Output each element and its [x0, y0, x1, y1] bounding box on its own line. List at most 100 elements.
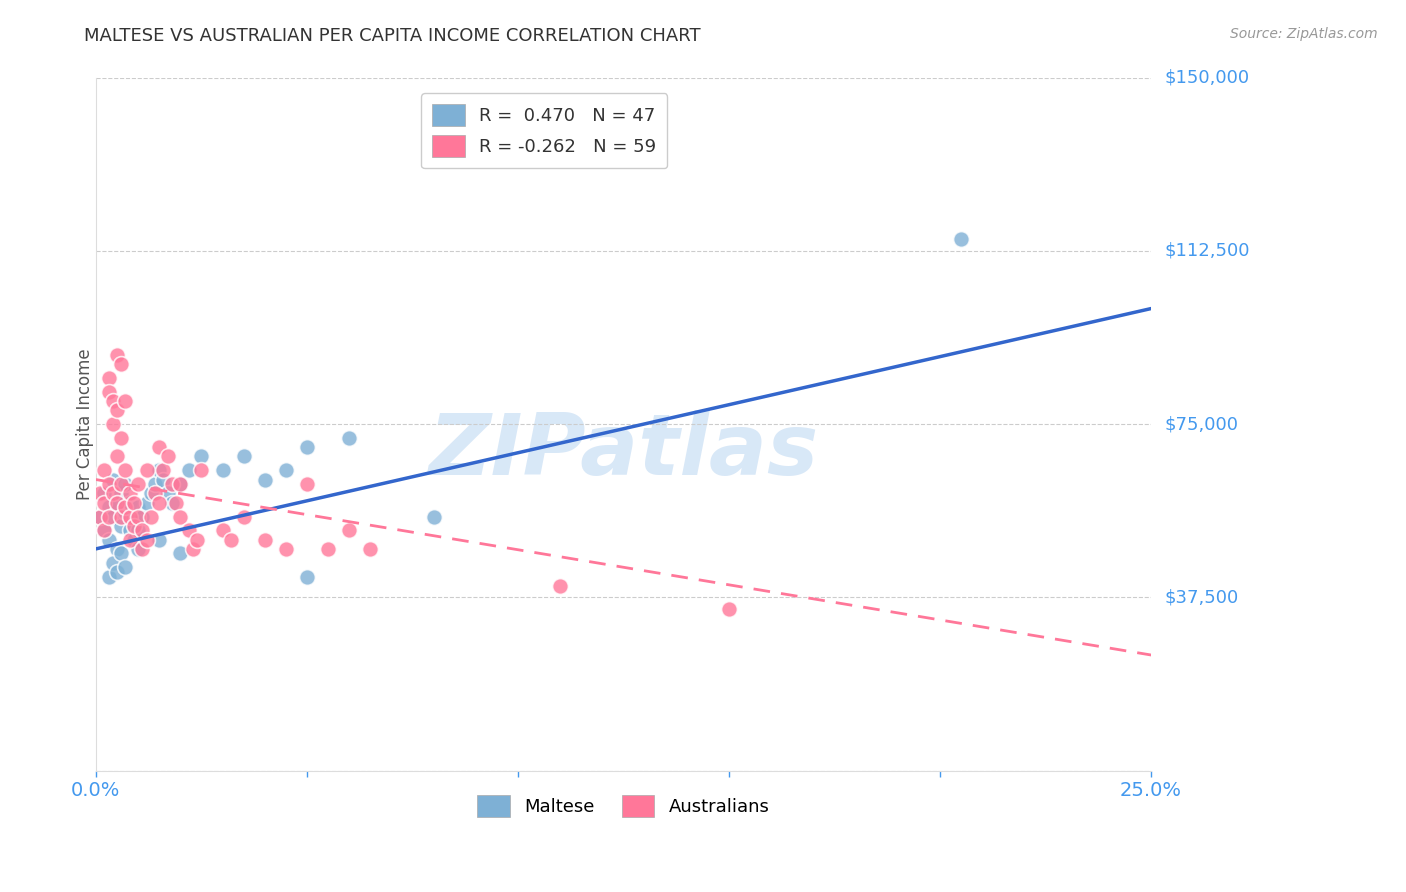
- Point: [219, 533, 242, 547]
- Point: [122, 496, 145, 510]
- Point: [114, 505, 136, 519]
- Point: [114, 477, 136, 491]
- Point: [135, 533, 157, 547]
- Point: [97, 533, 120, 547]
- Point: [105, 496, 128, 510]
- Point: [118, 533, 141, 547]
- Point: [181, 541, 204, 556]
- Point: [118, 509, 141, 524]
- Point: [97, 500, 120, 515]
- Point: [169, 477, 191, 491]
- Point: [253, 533, 276, 547]
- Text: $150,000: $150,000: [1166, 69, 1250, 87]
- Point: [135, 496, 157, 510]
- Point: [186, 533, 208, 547]
- Point: [101, 509, 124, 524]
- Point: [165, 496, 187, 510]
- Point: [101, 417, 124, 431]
- Point: [169, 547, 191, 561]
- Point: [101, 394, 124, 409]
- Point: [127, 541, 149, 556]
- Point: [122, 509, 145, 524]
- Point: [143, 486, 166, 500]
- Point: [118, 524, 141, 538]
- Text: ZIPatlas: ZIPatlas: [429, 410, 818, 493]
- Text: $75,000: $75,000: [1166, 415, 1239, 434]
- Point: [232, 509, 254, 524]
- Point: [232, 450, 254, 464]
- Point: [295, 440, 318, 454]
- Point: [105, 348, 128, 362]
- Point: [122, 518, 145, 533]
- Point: [337, 431, 360, 445]
- Point: [148, 533, 170, 547]
- Point: [127, 477, 149, 491]
- Point: [101, 486, 124, 500]
- Point: [118, 496, 141, 510]
- Point: [93, 486, 115, 500]
- Point: [190, 450, 212, 464]
- Point: [110, 477, 132, 491]
- Point: [177, 524, 200, 538]
- Point: [295, 477, 318, 491]
- Point: [131, 541, 153, 556]
- Point: [93, 524, 115, 538]
- Text: MALTESE VS AUSTRALIAN PER CAPITA INCOME CORRELATION CHART: MALTESE VS AUSTRALIAN PER CAPITA INCOME …: [84, 27, 702, 45]
- Point: [422, 509, 444, 524]
- Y-axis label: Per Capita Income: Per Capita Income: [76, 348, 94, 500]
- Point: [114, 560, 136, 574]
- Point: [359, 541, 381, 556]
- Point: [105, 565, 128, 579]
- Point: [110, 547, 132, 561]
- Point: [89, 509, 111, 524]
- Point: [105, 541, 128, 556]
- Text: $37,500: $37,500: [1166, 589, 1239, 607]
- Point: [211, 463, 233, 477]
- Point: [950, 232, 973, 246]
- Point: [89, 509, 111, 524]
- Point: [337, 524, 360, 538]
- Point: [156, 486, 179, 500]
- Point: [110, 357, 132, 371]
- Point: [114, 500, 136, 515]
- Point: [93, 524, 115, 538]
- Point: [190, 463, 212, 477]
- Point: [101, 473, 124, 487]
- Point: [110, 518, 132, 533]
- Point: [89, 486, 111, 500]
- Point: [114, 463, 136, 477]
- Point: [105, 403, 128, 417]
- Point: [93, 463, 115, 477]
- Point: [148, 440, 170, 454]
- Point: [110, 431, 132, 445]
- Point: [97, 569, 120, 583]
- Point: [148, 496, 170, 510]
- Point: [135, 463, 157, 477]
- Point: [160, 477, 183, 491]
- Point: [131, 524, 153, 538]
- Point: [127, 500, 149, 515]
- Point: [152, 463, 174, 477]
- Point: [110, 509, 132, 524]
- Point: [253, 473, 276, 487]
- Point: [105, 450, 128, 464]
- Point: [110, 486, 132, 500]
- Point: [160, 496, 183, 510]
- Point: [122, 533, 145, 547]
- Point: [177, 463, 200, 477]
- Text: $112,500: $112,500: [1166, 242, 1250, 260]
- Point: [274, 541, 297, 556]
- Text: Source: ZipAtlas.com: Source: ZipAtlas.com: [1230, 27, 1378, 41]
- Point: [169, 477, 191, 491]
- Point: [152, 473, 174, 487]
- Point: [105, 496, 128, 510]
- Point: [169, 509, 191, 524]
- Point: [156, 450, 179, 464]
- Point: [316, 541, 339, 556]
- Point: [127, 509, 149, 524]
- Point: [97, 371, 120, 385]
- Point: [211, 524, 233, 538]
- Point: [93, 496, 115, 510]
- Point: [148, 463, 170, 477]
- Point: [131, 509, 153, 524]
